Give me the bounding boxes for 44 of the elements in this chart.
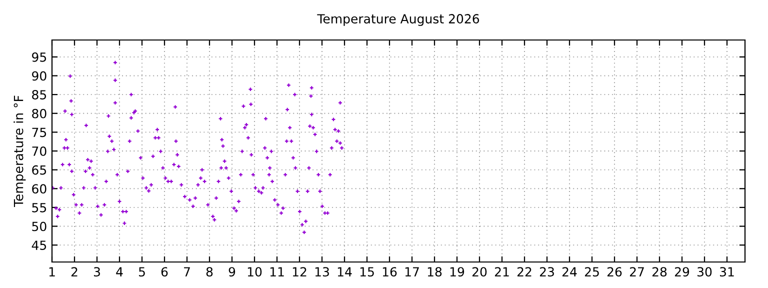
y-tick-label: 85 [32, 90, 46, 100]
x-tick-label: 9 [228, 267, 236, 277]
y-tick-label: 70 [32, 146, 46, 156]
x-tick-label: 28 [652, 267, 667, 277]
x-tick-label: 19 [450, 267, 464, 277]
y-tick-label: 45 [32, 240, 46, 250]
x-tick-label: 8 [206, 267, 213, 277]
x-tick-label: 23 [540, 267, 554, 277]
x-tick-label: 27 [630, 267, 644, 276]
x-tick-label: 17 [405, 267, 419, 276]
x-tick-label: 7 [184, 267, 190, 276]
x-tick-label: 21 [494, 267, 509, 276]
y-tick-label: 75 [32, 128, 46, 138]
x-tick-label: 13 [315, 267, 329, 277]
x-tick-label: 26 [607, 267, 622, 277]
y-tick-label: 55 [32, 203, 46, 212]
x-tick-label: 6 [161, 267, 168, 277]
x-tick-label: 3 [94, 267, 100, 277]
x-tick-label: 11 [270, 267, 284, 276]
x-tick-label: 14 [338, 267, 352, 276]
x-tick-label: 31 [720, 267, 734, 277]
x-tick-label: 30 [698, 267, 712, 277]
x-tick-label: 24 [562, 267, 577, 276]
x-tick-label: 16 [382, 267, 397, 277]
x-tick-label: 5 [138, 267, 145, 277]
y-tick-label: 50 [32, 222, 46, 232]
x-tick-label: 25 [584, 267, 599, 277]
x-tick-label: 4 [116, 267, 123, 276]
x-tick-label: 20 [472, 267, 487, 277]
x-tick-label: 12 [292, 267, 306, 276]
y-tick-label: 65 [32, 165, 46, 175]
y-tick-label: 90 [32, 71, 46, 81]
y-tick-label: 95 [32, 52, 46, 62]
x-tick-label: 29 [674, 267, 690, 277]
chart-title: Temperature August 2026 [317, 14, 480, 26]
x-tick-label: 22 [517, 267, 532, 276]
y-tick-label: 60 [32, 184, 46, 194]
x-tick-label: 2 [71, 267, 78, 276]
y-tick-label: 80 [32, 108, 46, 118]
x-tick-label: 1 [49, 267, 55, 276]
y-axis-title: Temperature in °F [14, 96, 26, 208]
x-tick-label: 10 [248, 267, 262, 277]
x-tick-label: 15 [360, 267, 374, 277]
x-tick-label: 18 [428, 267, 442, 277]
